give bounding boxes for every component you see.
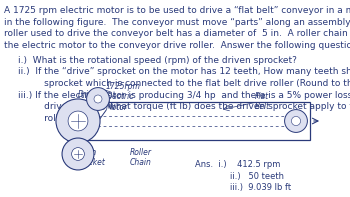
Text: Ans.  i.)    412.5 rpm: Ans. i.) 412.5 rpm [195,160,280,169]
Text: roller?: roller? [24,113,72,123]
Text: ii.)   50 teeth: ii.) 50 teeth [209,172,284,180]
Circle shape [72,148,84,160]
Text: in the following figure.  The conveyor must move “parts” along an assembly line : in the following figure. The conveyor mu… [4,18,350,27]
Text: iii.) If the electric motor is producing 3/4 hp  and there is a 5% power loss th: iii.) If the electric motor is producing… [18,90,350,99]
Text: drive system, what torque (ft lb) does the driven sprocket apply to the shaft of: drive system, what torque (ft lb) does t… [24,102,350,111]
Circle shape [292,116,301,125]
Text: A 1725 rpm electric motor is to be used to drive a “flat belt” conveyor in a man: A 1725 rpm electric motor is to be used … [4,6,350,15]
Text: i.)  What is the rotational speed (rpm) of the driven sprocket?: i.) What is the rotational speed (rpm) o… [18,56,297,65]
Text: sprocket which is connected to the flat belt drive roller (Round to the nearest : sprocket which is connected to the flat … [24,79,350,88]
Text: iii.)  9.039 lb ft: iii.) 9.039 lb ft [209,183,291,192]
Circle shape [94,95,102,103]
Circle shape [68,111,88,131]
Text: the electric motor to the conveyor drive roller.  Answer the following questions: the electric motor to the conveyor drive… [4,41,350,49]
Text: Flat
Belt: Flat Belt [255,92,270,111]
Text: Drive
Sprocket: Drive Sprocket [78,90,112,109]
Text: roller used to drive the conveyor belt has a diameter of  5 in.  A roller chain : roller used to drive the conveyor belt h… [4,29,350,38]
Bar [68,102,310,140]
Text: Roller
Chain: Roller Chain [130,148,152,167]
Circle shape [285,110,307,132]
Text: ii.)  If the “drive” sprocket on the motor has 12 teeth, How many teeth should b: ii.) If the “drive” sprocket on the moto… [18,68,350,76]
Circle shape [62,138,94,170]
Circle shape [56,99,100,143]
Text: 1725rpm
Electric
Motor: 1725rpm Electric Motor [106,82,141,112]
Circle shape [86,88,110,110]
Text: Driven
Sprocket: Driven Sprocket [72,148,106,167]
